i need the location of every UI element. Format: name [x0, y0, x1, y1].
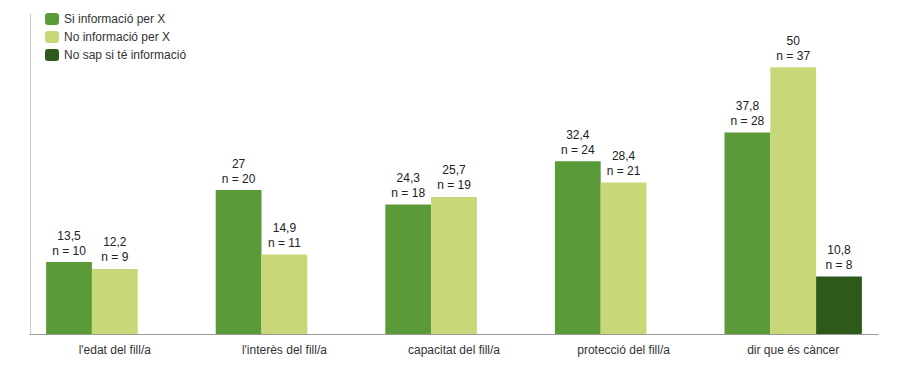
svg-text:n = 9: n = 9 [101, 250, 128, 264]
svg-text:n = 24: n = 24 [561, 143, 595, 157]
svg-text:No informació per X: No informació per X [64, 30, 170, 44]
svg-text:n = 18: n = 18 [391, 186, 425, 200]
svg-text:10,8: 10,8 [827, 243, 851, 257]
svg-text:Si informació per X: Si informació per X [64, 12, 165, 26]
svg-text:l'interès del fill/a: l'interès del fill/a [242, 343, 327, 357]
svg-text:37,8: 37,8 [736, 99, 760, 113]
svg-text:n = 28: n = 28 [731, 114, 765, 128]
svg-text:n = 11: n = 11 [268, 236, 301, 250]
svg-text:n = 20: n = 20 [222, 172, 256, 186]
svg-text:n = 10: n = 10 [52, 244, 86, 258]
svg-text:12,2: 12,2 [103, 235, 127, 249]
svg-text:27: 27 [232, 157, 246, 171]
svg-text:dir que és càncer: dir que és càncer [747, 343, 839, 357]
svg-text:n = 8: n = 8 [825, 258, 852, 272]
svg-text:No sap si té informació: No sap si té informació [64, 48, 186, 62]
svg-text:24,3: 24,3 [397, 171, 421, 185]
svg-text:l'edat del fill/a: l'edat del fill/a [79, 343, 152, 357]
svg-text:capacitat del fill/a: capacitat del fill/a [408, 343, 500, 357]
svg-text:13,5: 13,5 [57, 229, 81, 243]
svg-text:32,4: 32,4 [566, 128, 590, 142]
svg-text:n = 21: n = 21 [607, 164, 641, 178]
svg-text:28,4: 28,4 [612, 149, 636, 163]
svg-text:n = 37: n = 37 [776, 49, 810, 63]
svg-text:14,9: 14,9 [273, 221, 297, 235]
svg-text:50: 50 [787, 34, 801, 48]
svg-text:n = 19: n = 19 [437, 178, 471, 192]
svg-text:25,7: 25,7 [442, 163, 466, 177]
svg-text:protecció del fill/a: protecció del fill/a [577, 343, 670, 357]
